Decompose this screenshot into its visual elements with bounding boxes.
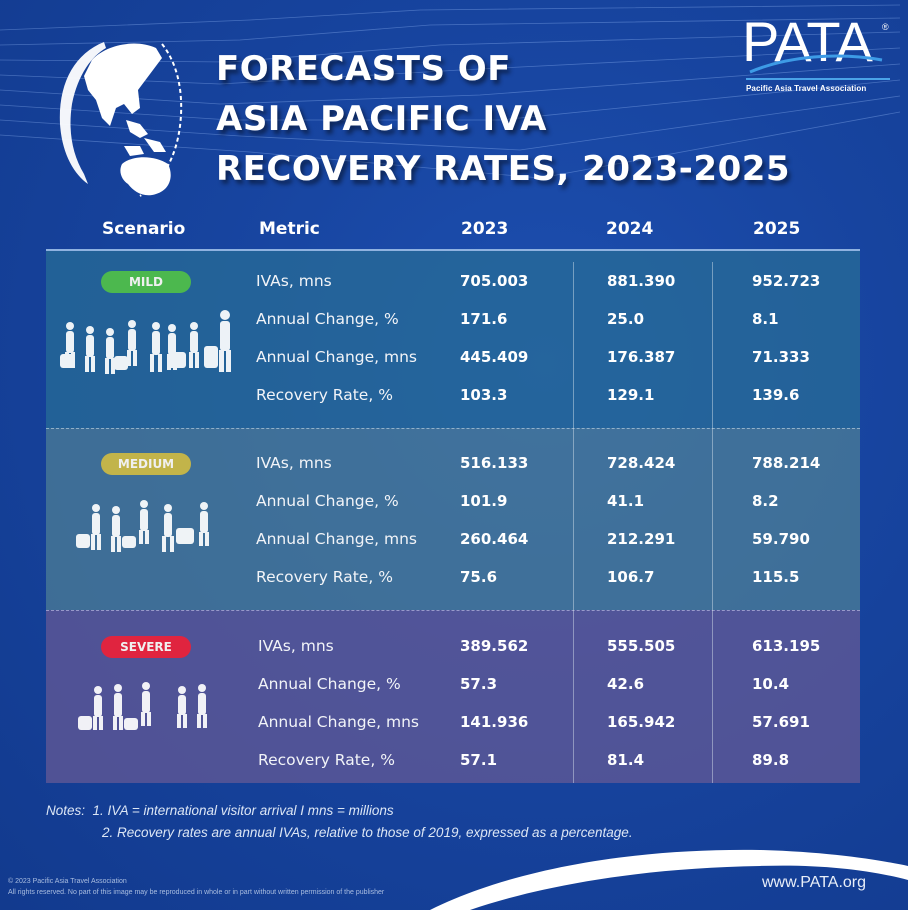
metric-label: IVAs, mns xyxy=(258,637,334,655)
value-cell: 42.6 xyxy=(607,675,645,693)
value-cell: 129.1 xyxy=(607,386,655,404)
value-cell: 728.424 xyxy=(607,454,676,472)
value-cell: 115.5 xyxy=(752,568,800,586)
metric-label: IVAs, mns xyxy=(256,272,332,290)
value-cell: 10.4 xyxy=(752,675,790,693)
title-line-1: FORECASTS OF xyxy=(216,49,511,89)
note-1: 1. IVA = international visitor arrival I… xyxy=(92,803,394,818)
header-scenario: Scenario xyxy=(102,219,186,239)
header-divider xyxy=(46,249,860,251)
scenario-badge-mild: MILD xyxy=(101,271,191,293)
value-cell: 57.1 xyxy=(460,751,498,769)
title-line-2: ASIA PACIFIC IVA xyxy=(216,99,547,139)
copyright-line-2: All rights reserved. No part of this ima… xyxy=(8,889,385,896)
value-cell: 212.291 xyxy=(607,530,676,548)
scenario-badge-medium: MEDIUM xyxy=(101,453,191,475)
value-cell: 165.942 xyxy=(607,713,676,731)
travelers-icon-medium xyxy=(76,500,209,552)
copyright: © 2023 Pacific Asia Travel Association A… xyxy=(8,876,384,898)
registered-mark: ® xyxy=(882,22,889,32)
decorative-arc xyxy=(430,849,908,910)
value-cell: 260.464 xyxy=(460,530,529,548)
header-2024: 2024 xyxy=(606,219,654,239)
travelers-icon-mild xyxy=(60,310,231,374)
value-cell: 139.6 xyxy=(752,386,800,404)
header-metric: Metric xyxy=(259,219,320,239)
notes: Notes: 1. IVA = international visitor ar… xyxy=(46,800,633,844)
column-divider xyxy=(712,262,713,783)
value-cell: 89.8 xyxy=(752,751,790,769)
value-cell: 613.195 xyxy=(752,637,821,655)
metric-label: Annual Change, mns xyxy=(256,348,418,366)
value-cell: 555.505 xyxy=(607,637,676,655)
value-cell: 103.3 xyxy=(460,386,508,404)
value-cell: 57.3 xyxy=(460,675,498,693)
metric-label: Annual Change, % xyxy=(256,310,399,328)
value-cell: 57.691 xyxy=(752,713,810,731)
header-2025: 2025 xyxy=(753,219,801,239)
metric-label: Recovery Rate, % xyxy=(258,751,395,769)
copyright-line-1: © 2023 Pacific Asia Travel Association xyxy=(8,878,127,885)
logo-wordmark: PATA xyxy=(742,10,873,73)
value-cell: 389.562 xyxy=(460,637,529,655)
metric-label: Recovery Rate, % xyxy=(256,386,393,404)
header-2023: 2023 xyxy=(461,219,509,239)
value-cell: 71.333 xyxy=(752,348,810,366)
value-cell: 788.214 xyxy=(752,454,821,472)
table-header: Scenario Metric 2023 2024 2025 xyxy=(46,214,860,250)
value-cell: 59.790 xyxy=(752,530,810,548)
value-cell: 881.390 xyxy=(607,272,676,290)
value-cell: 81.4 xyxy=(607,751,645,769)
column-divider xyxy=(573,262,574,783)
metric-label: Annual Change, mns xyxy=(256,530,418,548)
scenario-badge-severe: SEVERE xyxy=(101,636,191,658)
value-cell: 445.409 xyxy=(460,348,529,366)
value-cell: 516.133 xyxy=(460,454,529,472)
logo-swoosh-icon xyxy=(749,54,883,74)
value-cell: 952.723 xyxy=(752,272,821,290)
note-2: 2. Recovery rates are annual IVAs, relat… xyxy=(102,825,633,840)
metric-label: Annual Change, % xyxy=(256,492,399,510)
travelers-icon-severe xyxy=(78,682,207,730)
notes-label: Notes: xyxy=(46,803,86,818)
pata-logo: PATA ® Pacific Asia Travel Association xyxy=(742,14,892,96)
value-cell: 8.1 xyxy=(752,310,779,328)
globe-icon xyxy=(59,42,183,197)
logo-subtitle: Pacific Asia Travel Association xyxy=(746,84,867,93)
value-cell: 25.0 xyxy=(607,310,645,328)
value-cell: 106.7 xyxy=(607,568,655,586)
metric-label: IVAs, mns xyxy=(256,454,332,472)
website-link[interactable]: www.PATA.org xyxy=(762,874,867,891)
metric-label: Annual Change, % xyxy=(258,675,401,693)
logo-rule xyxy=(746,78,890,80)
value-cell: 705.003 xyxy=(460,272,529,290)
value-cell: 176.387 xyxy=(607,348,676,366)
value-cell: 75.6 xyxy=(460,568,498,586)
title-line-3: RECOVERY RATES, 2023-2025 xyxy=(216,149,791,189)
metric-label: Recovery Rate, % xyxy=(256,568,393,586)
metric-label: Annual Change, mns xyxy=(258,713,420,731)
page-title: FORECASTS OF ASIA PACIFIC IVA RECOVERY R… xyxy=(216,44,876,194)
value-cell: 101.9 xyxy=(460,492,508,510)
value-cell: 41.1 xyxy=(607,492,645,510)
value-cell: 8.2 xyxy=(752,492,779,510)
value-cell: 141.936 xyxy=(460,713,529,731)
value-cell: 171.6 xyxy=(460,310,508,328)
